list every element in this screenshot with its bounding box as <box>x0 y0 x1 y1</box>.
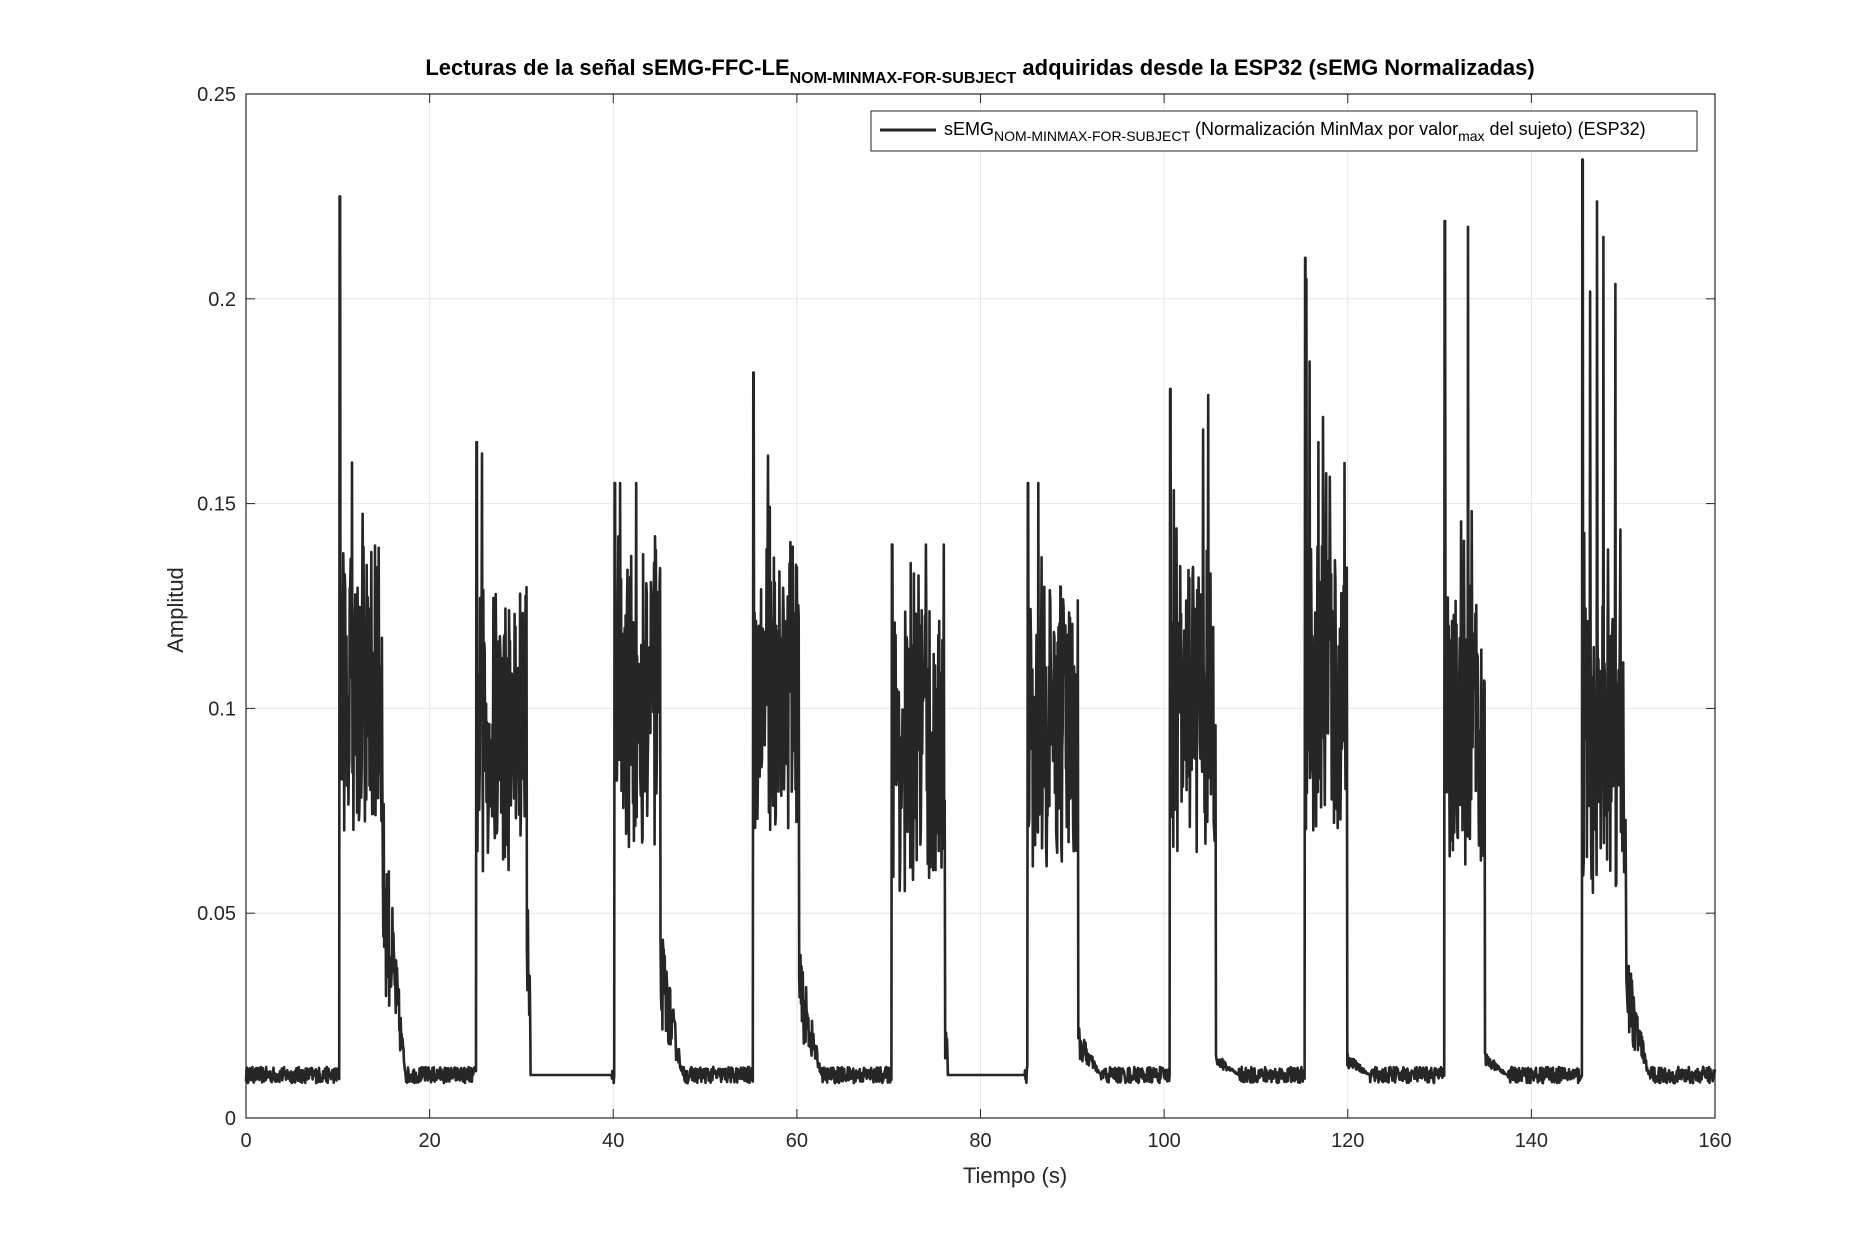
y-tick-label: 0.05 <box>197 903 236 925</box>
series-semg <box>244 158 1717 1085</box>
series-line <box>244 158 1717 1085</box>
x-tick-label: 140 <box>1515 1130 1548 1152</box>
x-tick-label: 80 <box>969 1130 991 1152</box>
legend-entry-subscript: NOM-MINMAX-FOR-SUBJECT <box>994 128 1190 144</box>
legend-entry-end: del sujeto) (ESP32) <box>1485 119 1646 139</box>
grid <box>245 93 1716 1119</box>
legend-box <box>870 110 1698 152</box>
y-axis-label: Amplitud <box>163 567 188 653</box>
y-tick-label: 0.25 <box>197 84 236 106</box>
chart-title-main: Lecturas de la señal sEMG-FFC-LE <box>425 55 789 80</box>
x-tick-label: 40 <box>602 1130 624 1152</box>
x-axis-label: Tiempo (s) <box>963 1163 1067 1188</box>
x-tick-label: 120 <box>1331 1130 1364 1152</box>
x-tick-label: 100 <box>1147 1130 1180 1152</box>
y-tick-label: 0.2 <box>208 289 236 311</box>
y-tick-label: 0.15 <box>197 494 236 516</box>
chart-title-subscript: NOM-MINMAX-FOR-SUBJECT <box>790 70 1017 87</box>
x-tick-label: 20 <box>419 1130 441 1152</box>
axis-ticks: 0 20 40 60 80 100 120 140 160 0 0.05 0.1 0.15 0.2 0.25 <box>197 84 1732 1152</box>
legend-entry-middle: (Normalización MinMax por valor <box>1190 119 1458 139</box>
legend-entry-subscript-max: max <box>1458 128 1484 144</box>
legend: sEMGNOM-MINMAX-FOR-SUBJECT (Normalizació… <box>870 110 1698 152</box>
chart-title-rest: adquiridas desde la ESP32 (sEMG Normaliz… <box>1016 55 1534 80</box>
legend-entry-base: sEMG <box>944 119 994 139</box>
y-tick-label: 0 <box>225 1108 236 1130</box>
chart-title: Lecturas de la señal sEMG-FFC-LENOM-MINM… <box>425 55 1534 87</box>
x-tick-label: 160 <box>1698 1130 1731 1152</box>
y-tick-label: 0.1 <box>208 698 236 720</box>
x-tick-label: 60 <box>786 1130 808 1152</box>
x-tick-label: 0 <box>240 1130 251 1152</box>
legend-entry: sEMGNOM-MINMAX-FOR-SUBJECT (Normalizació… <box>944 119 1646 144</box>
